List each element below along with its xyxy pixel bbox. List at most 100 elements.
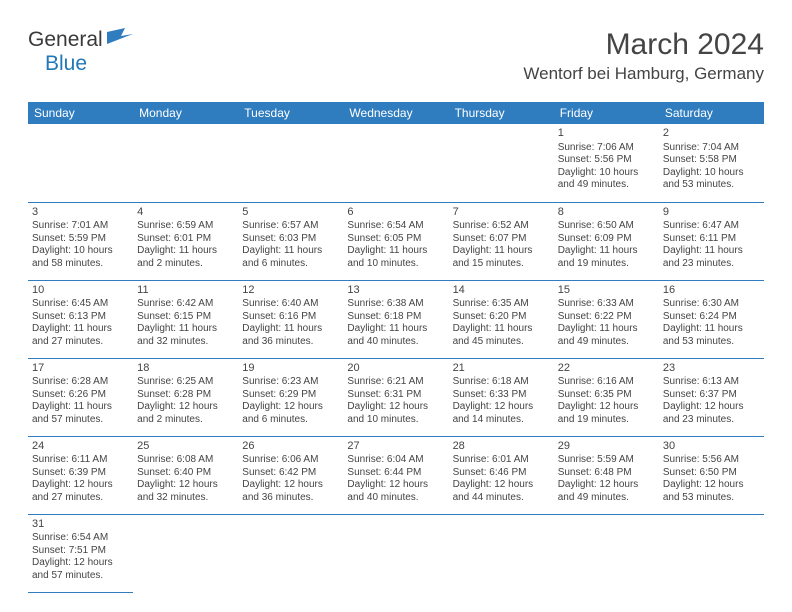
day-number: 12 <box>242 284 339 298</box>
sunset-text: Sunset: 6:40 PM <box>137 467 234 480</box>
sunrise-text: Sunrise: 6:30 AM <box>663 298 760 311</box>
sunset-text: Sunset: 6:29 PM <box>242 389 339 402</box>
daylight1-text: Daylight: 12 hours <box>347 401 444 414</box>
sunset-text: Sunset: 6:46 PM <box>453 467 550 480</box>
daylight2-text: and 10 minutes. <box>347 258 444 271</box>
sunrise-text: Sunrise: 6:38 AM <box>347 298 444 311</box>
day-number: 13 <box>347 284 444 298</box>
sunset-text: Sunset: 6:15 PM <box>137 311 234 324</box>
daylight2-text: and 2 minutes. <box>137 414 234 427</box>
day-number: 4 <box>137 206 234 220</box>
weekday-header: Friday <box>554 102 659 124</box>
daylight2-text: and 53 minutes. <box>663 179 760 192</box>
calendar-head: SundayMondayTuesdayWednesdayThursdayFrid… <box>28 102 764 124</box>
logo-text-general: General <box>28 28 103 52</box>
daylight1-text: Daylight: 12 hours <box>347 479 444 492</box>
day-number: 27 <box>347 440 444 454</box>
weekday-header: Thursday <box>449 102 554 124</box>
daylight1-text: Daylight: 10 hours <box>32 245 129 258</box>
day-number: 8 <box>558 206 655 220</box>
calendar-cell: 19Sunrise: 6:23 AMSunset: 6:29 PMDayligh… <box>238 358 343 436</box>
daylight2-text: and 6 minutes. <box>242 414 339 427</box>
daylight1-text: Daylight: 11 hours <box>137 245 234 258</box>
daylight1-text: Daylight: 11 hours <box>453 323 550 336</box>
sunrise-text: Sunrise: 6:16 AM <box>558 376 655 389</box>
daylight2-text: and 27 minutes. <box>32 492 129 505</box>
sunrise-text: Sunrise: 6:01 AM <box>453 454 550 467</box>
daylight1-text: Daylight: 12 hours <box>32 479 129 492</box>
sunrise-text: Sunrise: 7:01 AM <box>32 220 129 233</box>
daylight2-text: and 53 minutes. <box>663 492 760 505</box>
daylight2-text: and 23 minutes. <box>663 258 760 271</box>
sunrise-text: Sunrise: 7:06 AM <box>558 142 655 155</box>
sunset-text: Sunset: 6:11 PM <box>663 233 760 246</box>
sunrise-text: Sunrise: 6:42 AM <box>137 298 234 311</box>
day-number: 16 <box>663 284 760 298</box>
daylight2-text: and 19 minutes. <box>558 414 655 427</box>
sunset-text: Sunset: 6:16 PM <box>242 311 339 324</box>
sunrise-text: Sunrise: 5:59 AM <box>558 454 655 467</box>
day-number: 25 <box>137 440 234 454</box>
calendar-cell: 10Sunrise: 6:45 AMSunset: 6:13 PMDayligh… <box>28 280 133 358</box>
calendar-cell <box>554 514 659 592</box>
day-number: 23 <box>663 362 760 376</box>
day-number: 6 <box>347 206 444 220</box>
day-number: 3 <box>32 206 129 220</box>
sunrise-text: Sunrise: 6:21 AM <box>347 376 444 389</box>
daylight2-text: and 27 minutes. <box>32 336 129 349</box>
sunrise-text: Sunrise: 6:08 AM <box>137 454 234 467</box>
calendar-cell: 8Sunrise: 6:50 AMSunset: 6:09 PMDaylight… <box>554 202 659 280</box>
daylight2-text: and 15 minutes. <box>453 258 550 271</box>
daylight2-text: and 32 minutes. <box>137 492 234 505</box>
calendar-cell <box>343 514 448 592</box>
daylight2-text: and 45 minutes. <box>453 336 550 349</box>
daylight2-text: and 14 minutes. <box>453 414 550 427</box>
calendar-cell: 7Sunrise: 6:52 AMSunset: 6:07 PMDaylight… <box>449 202 554 280</box>
sunset-text: Sunset: 6:37 PM <box>663 389 760 402</box>
daylight2-text: and 10 minutes. <box>347 414 444 427</box>
daylight1-text: Daylight: 12 hours <box>242 479 339 492</box>
day-number: 9 <box>663 206 760 220</box>
day-number: 30 <box>663 440 760 454</box>
sunset-text: Sunset: 6:07 PM <box>453 233 550 246</box>
day-number: 15 <box>558 284 655 298</box>
weekday-header: Saturday <box>659 102 764 124</box>
day-number: 31 <box>32 518 129 532</box>
sunrise-text: Sunrise: 6:52 AM <box>453 220 550 233</box>
calendar-cell <box>238 124 343 202</box>
sunrise-text: Sunrise: 6:35 AM <box>453 298 550 311</box>
sunrise-text: Sunrise: 6:57 AM <box>242 220 339 233</box>
calendar-cell: 16Sunrise: 6:30 AMSunset: 6:24 PMDayligh… <box>659 280 764 358</box>
daylight1-text: Daylight: 11 hours <box>242 323 339 336</box>
calendar-cell: 20Sunrise: 6:21 AMSunset: 6:31 PMDayligh… <box>343 358 448 436</box>
calendar-cell: 30Sunrise: 5:56 AMSunset: 6:50 PMDayligh… <box>659 436 764 514</box>
day-number: 5 <box>242 206 339 220</box>
calendar-cell <box>449 514 554 592</box>
daylight2-text: and 40 minutes. <box>347 492 444 505</box>
weekday-header: Monday <box>133 102 238 124</box>
sunset-text: Sunset: 5:58 PM <box>663 154 760 167</box>
daylight1-text: Daylight: 12 hours <box>242 401 339 414</box>
sunset-text: Sunset: 6:20 PM <box>453 311 550 324</box>
day-number: 14 <box>453 284 550 298</box>
calendar-cell: 26Sunrise: 6:06 AMSunset: 6:42 PMDayligh… <box>238 436 343 514</box>
daylight2-text: and 36 minutes. <box>242 492 339 505</box>
daylight2-text: and 49 minutes. <box>558 492 655 505</box>
day-number: 7 <box>453 206 550 220</box>
weekday-header: Wednesday <box>343 102 448 124</box>
calendar-cell <box>133 514 238 592</box>
sunrise-text: Sunrise: 6:33 AM <box>558 298 655 311</box>
daylight2-text: and 40 minutes. <box>347 336 444 349</box>
daylight1-text: Daylight: 12 hours <box>32 557 129 570</box>
sunset-text: Sunset: 6:18 PM <box>347 311 444 324</box>
sunset-text: Sunset: 6:44 PM <box>347 467 444 480</box>
daylight1-text: Daylight: 11 hours <box>558 245 655 258</box>
sunrise-text: Sunrise: 6:47 AM <box>663 220 760 233</box>
sunrise-text: Sunrise: 6:04 AM <box>347 454 444 467</box>
title-block: March 2024 Wentorf bei Hamburg, Germany <box>523 28 764 84</box>
calendar-cell <box>238 514 343 592</box>
calendar-cell <box>133 124 238 202</box>
day-number: 22 <box>558 362 655 376</box>
calendar-cell: 28Sunrise: 6:01 AMSunset: 6:46 PMDayligh… <box>449 436 554 514</box>
sunset-text: Sunset: 6:05 PM <box>347 233 444 246</box>
